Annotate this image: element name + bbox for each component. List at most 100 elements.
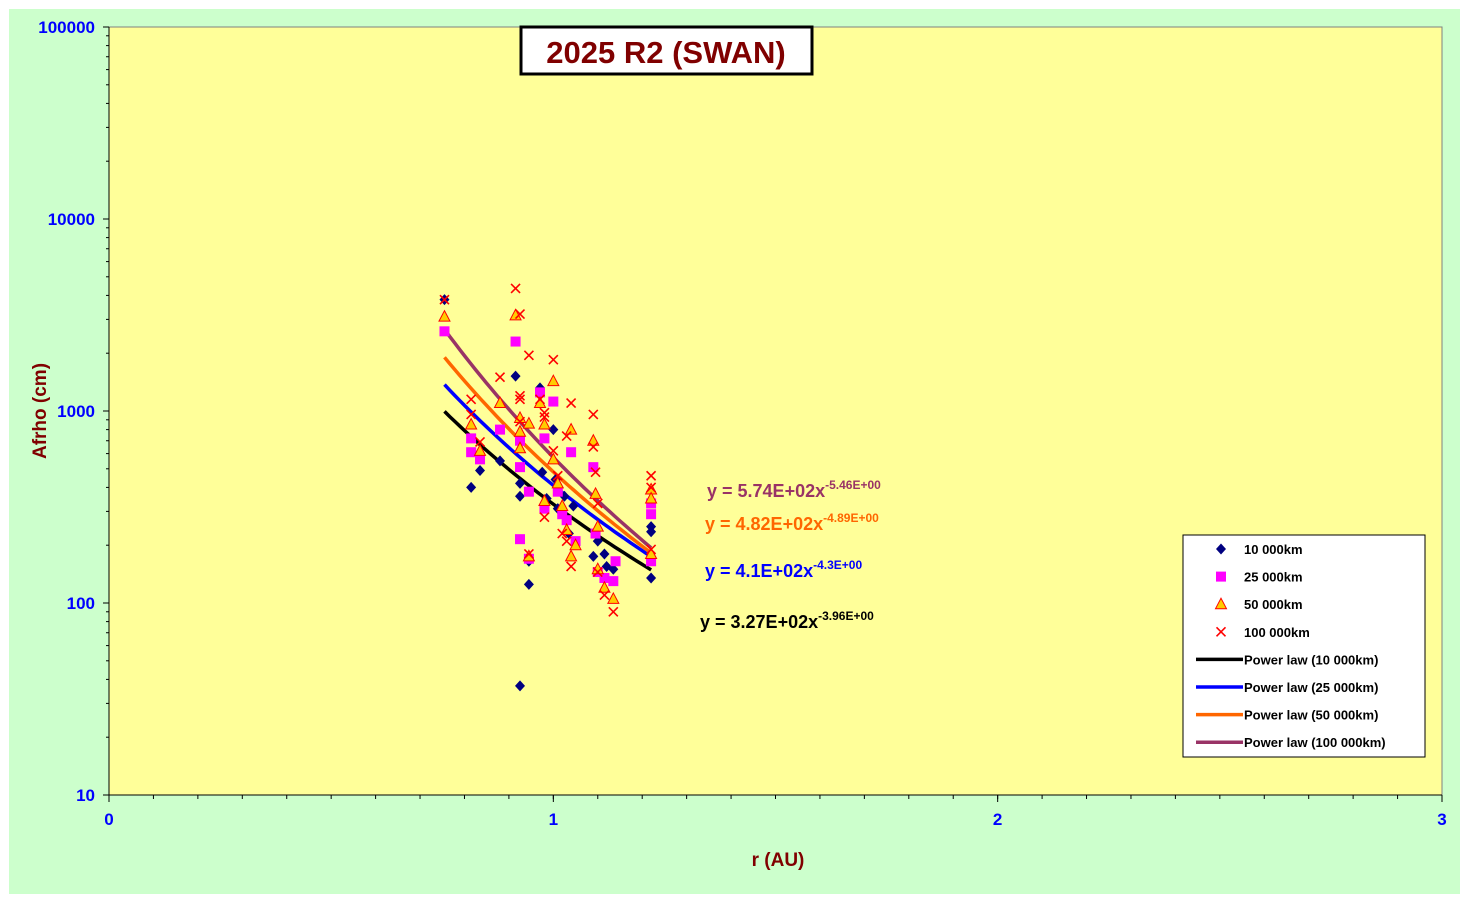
data-point-triangle	[513, 424, 527, 437]
data-point-square	[475, 454, 486, 465]
y-axis-label: Afrho (cm)	[30, 363, 51, 459]
x-marker-stroke	[466, 409, 477, 420]
data-point-triangle	[538, 493, 551, 506]
chart-title: 2025 R2 (SWAN)	[546, 35, 785, 70]
legend-symbol-x	[1215, 626, 1227, 637]
fit-equation: y = 4.82E+02x-4.89E+00	[705, 511, 879, 534]
data-point-square	[515, 534, 526, 545]
data-point-x	[514, 394, 526, 405]
data-point-x	[566, 397, 577, 409]
data-point-triangle	[564, 549, 578, 562]
data-point-diamond	[608, 563, 619, 575]
x-marker-stroke	[608, 606, 619, 617]
equation-main: y = 4.1E+02x	[705, 561, 813, 581]
x-marker-stroke	[646, 544, 657, 555]
data-point-x	[592, 498, 603, 509]
data-point-diamond	[515, 680, 526, 692]
data-point-diamond	[588, 550, 599, 562]
power-law-fit-line	[443, 383, 653, 559]
data-point-diamond	[599, 548, 610, 560]
fit-equation: y = 3.27E+02x-3.96E+00	[700, 609, 874, 632]
x-marker-stroke	[514, 394, 526, 405]
data-point-triangle	[522, 416, 536, 429]
fit-equation: y = 5.74E+02x-5.46E+00	[707, 478, 881, 501]
data-point-triangle	[564, 422, 578, 435]
data-point-square	[523, 486, 534, 497]
data-point-square	[515, 435, 526, 446]
x-marker-stroke	[534, 394, 546, 405]
equation-main: y = 4.82E+02x	[705, 514, 823, 534]
legend-label: Power law (50 000km)	[1244, 708, 1378, 723]
data-point-triangle	[606, 591, 620, 604]
x-marker-stroke	[514, 308, 526, 320]
axes: 10 100 1000 10000 100000 0 1 2 3	[38, 18, 1446, 829]
power-law-fit-line	[443, 356, 653, 555]
data-point-diamond	[568, 500, 579, 512]
legend-symbol-square	[1216, 571, 1226, 582]
x-marker-stroke	[466, 394, 477, 405]
data-point-triangle	[522, 549, 536, 562]
data-point-square	[599, 572, 610, 583]
legend-frame	[1182, 534, 1426, 758]
x-marker-stroke	[514, 416, 526, 427]
data-point-diamond	[537, 466, 548, 478]
data-point-x	[539, 411, 550, 423]
data-point-triangle	[551, 476, 565, 489]
data-point-triangle	[493, 395, 507, 409]
data-point-square	[495, 424, 506, 435]
y-tick-label: 100	[67, 594, 95, 613]
equation-exponent: -5.46E+00	[825, 478, 881, 492]
y-tick-label: 10	[76, 786, 95, 805]
data-point-square	[610, 556, 621, 567]
data-point-x	[588, 441, 599, 452]
data-point-square	[466, 447, 477, 458]
data-point-square	[548, 396, 559, 407]
x-axis-label: r (AU)	[752, 850, 805, 871]
data-point-diamond	[510, 370, 521, 382]
data-point-x	[514, 390, 526, 401]
data-point-x	[466, 394, 477, 405]
data-point-square	[510, 336, 521, 347]
data-point-diamond	[548, 424, 559, 436]
x-marker-stroke	[514, 390, 526, 401]
data-point-triangle	[644, 491, 658, 504]
x-tick-label: 1	[549, 810, 558, 829]
data-point-x	[588, 409, 599, 420]
data-point-x	[514, 308, 526, 320]
legend-label: 100 000km	[1244, 625, 1310, 640]
data-point-triangle	[547, 452, 560, 465]
legend-label: Power law (100 000km)	[1244, 735, 1386, 750]
equation-exponent: -4.3E+00	[813, 558, 862, 572]
chart-title-frame	[519, 25, 814, 76]
x-marker-stroke	[474, 436, 486, 448]
data-point-square	[646, 556, 657, 567]
data-point-x	[523, 350, 534, 361]
data-point-x	[494, 372, 506, 383]
x-marker-stroke	[539, 512, 550, 523]
data-point-triangle	[438, 309, 451, 322]
fit-equation: y = 4.1E+02x-4.3E+00	[705, 558, 862, 581]
x-marker-stroke	[439, 294, 450, 305]
x-marker-stroke	[588, 409, 599, 420]
x-marker-stroke	[566, 397, 577, 409]
x-tick-label: 0	[104, 810, 113, 829]
data-point-x	[566, 561, 577, 572]
x-marker-stroke	[646, 482, 657, 493]
data-point-triangle	[538, 417, 551, 430]
data-point-triangle	[473, 443, 487, 456]
data-point-diamond	[475, 464, 486, 476]
data-point-x	[561, 536, 572, 547]
data-point-x	[608, 606, 619, 617]
data-point-triangle	[547, 374, 560, 387]
data-point-x	[646, 544, 657, 555]
x-marker-stroke	[523, 350, 534, 361]
data-point-diamond	[523, 578, 534, 590]
x-marker-stroke	[548, 354, 559, 365]
data-point-diamond	[646, 526, 657, 538]
data-point-x	[534, 394, 546, 405]
x-marker-stroke	[548, 445, 559, 456]
data-point-square	[466, 433, 477, 444]
data-point-triangle	[569, 538, 582, 551]
